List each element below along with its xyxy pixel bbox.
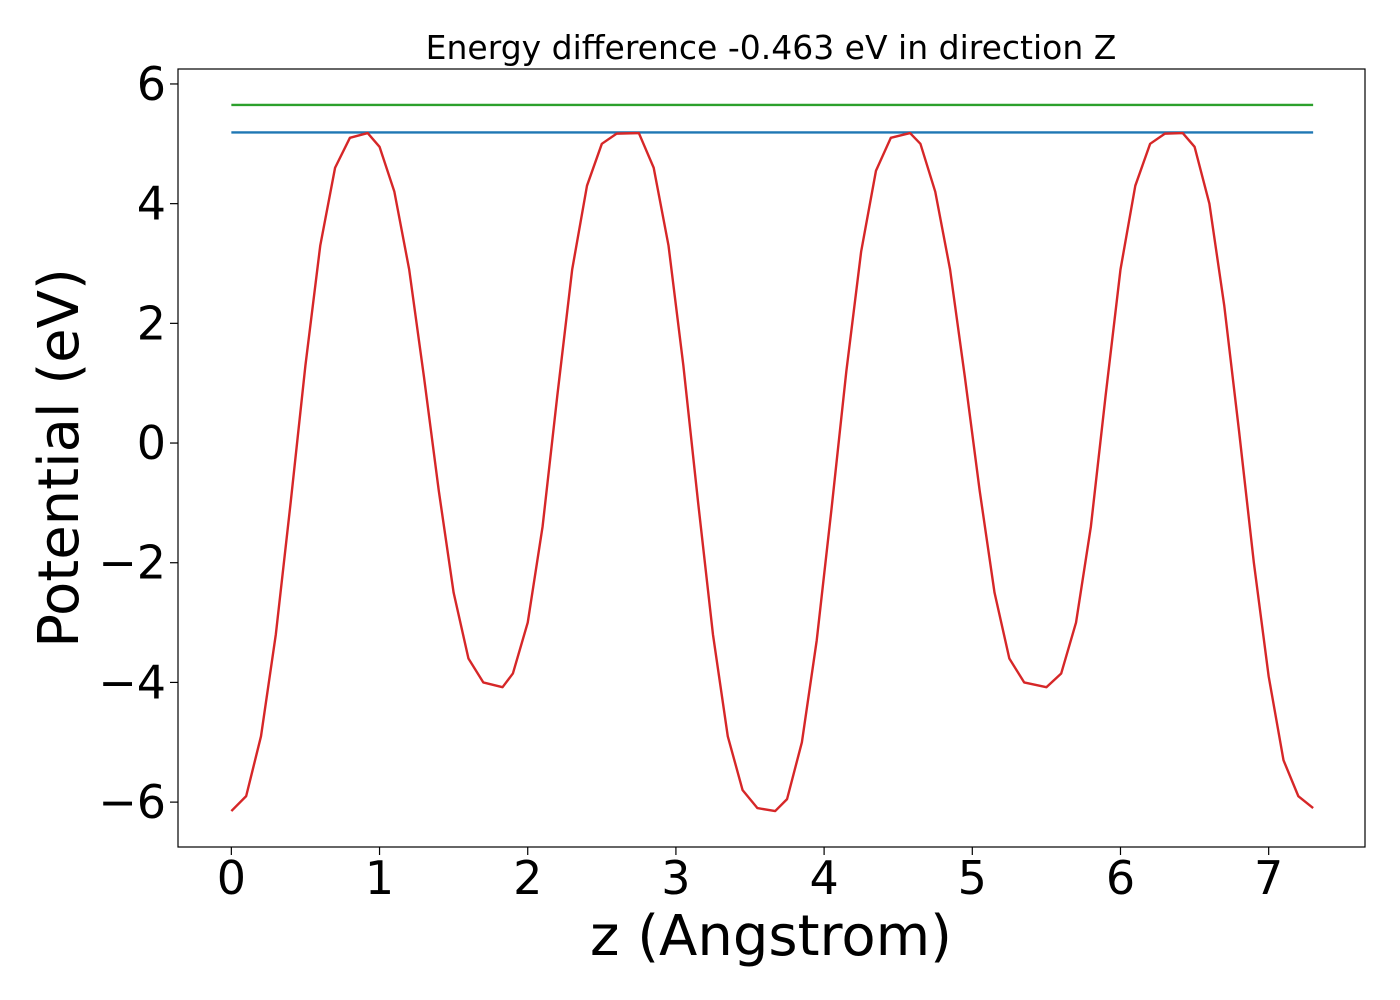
y-tick-label: 4 [137,177,166,231]
y-tick-label: −2 [98,536,166,590]
x-tick-label: 2 [513,851,542,905]
x-tick-label: 6 [1106,851,1135,905]
y-axis-label: Potential (eV) [27,268,92,648]
x-tick-label: 4 [809,851,838,905]
series-layer [230,103,1314,813]
x-axis: 0 1 2 3 4 5 6 7 [217,847,1283,905]
x-tick-label: 1 [365,851,394,905]
x-tick-label: 0 [217,851,246,905]
y-axis: −6 −4 −2 0 2 4 6 [98,57,178,829]
x-tick-label: 3 [661,851,690,905]
y-tick-label: 2 [137,296,166,350]
y-tick-label: −6 [98,775,166,829]
plot-frame [177,68,1366,848]
y-tick-label: 0 [137,416,166,470]
y-tick-label: 6 [137,57,166,111]
chart-title: Energy difference -0.463 eV in direction… [426,28,1117,67]
x-axis-label: z (Angstrom) [590,904,952,969]
series-line-red [230,131,1314,813]
x-tick-label: 5 [958,851,987,905]
x-tick-label: 7 [1254,851,1283,905]
y-tick-label: −4 [98,655,166,709]
